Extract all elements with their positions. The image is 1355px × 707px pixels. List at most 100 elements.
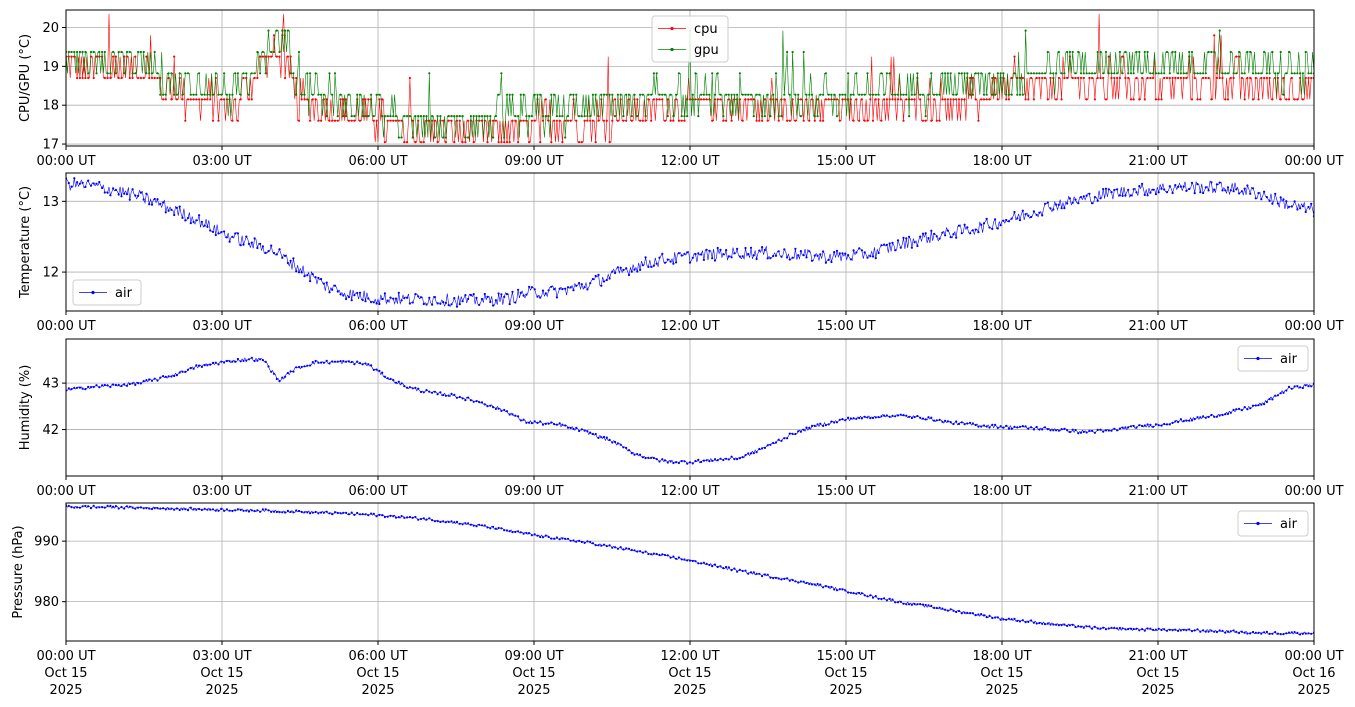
- data-point: [500, 141, 503, 144]
- data-point: [514, 301, 517, 304]
- data-point: [1110, 429, 1113, 432]
- data-point: [1290, 631, 1293, 634]
- data-point: [345, 115, 348, 118]
- data-point: [145, 72, 148, 75]
- data-point: [1038, 621, 1041, 625]
- data-point: [697, 458, 700, 461]
- data-point: [666, 98, 669, 101]
- data-point: [963, 223, 966, 226]
- data-point: [988, 614, 991, 618]
- data-point: [819, 253, 822, 256]
- data-point: [328, 362, 331, 365]
- data-point: [672, 461, 675, 465]
- data-point: [852, 249, 855, 252]
- data-point: [999, 425, 1002, 428]
- data-point: [1138, 50, 1141, 54]
- data-point: [519, 419, 522, 422]
- data-point: [849, 258, 853, 261]
- data-point: [1177, 185, 1180, 188]
- data-point: [894, 601, 897, 604]
- data-point: [117, 383, 120, 387]
- data-point: [1041, 622, 1044, 625]
- data-point: [705, 248, 708, 251]
- data-point: [971, 422, 975, 425]
- data-point: [500, 527, 503, 530]
- data-point: [112, 55, 115, 58]
- data-point: [797, 581, 800, 584]
- data-point: [1005, 618, 1008, 621]
- data-point: [794, 119, 797, 122]
- data-point: [1152, 188, 1155, 191]
- data-point: [761, 119, 764, 122]
- data-point: [164, 98, 167, 101]
- data-point: [1154, 193, 1157, 196]
- data-point: [691, 559, 694, 563]
- data-point: [98, 386, 101, 389]
- data-point: [933, 419, 936, 422]
- data-point: [439, 302, 442, 305]
- data-point: [1113, 626, 1116, 630]
- data-point: [303, 98, 306, 101]
- data-point: [114, 55, 117, 58]
- data-point: [1007, 427, 1011, 430]
- data-point: [1074, 76, 1077, 80]
- data-point: [652, 98, 656, 101]
- data-point: [511, 93, 514, 96]
- data-point: [239, 360, 242, 363]
- data-point: [1204, 76, 1207, 80]
- data-point: [1235, 55, 1238, 58]
- data-point: [1254, 197, 1257, 200]
- data-point: [211, 93, 215, 96]
- data-point: [1243, 631, 1246, 634]
- data-point: [1068, 197, 1071, 200]
- data-point: [683, 460, 686, 463]
- data-point: [880, 598, 883, 601]
- data-point: [267, 29, 270, 32]
- data-point: [700, 562, 703, 565]
- data-point: [517, 115, 520, 118]
- data-point: [955, 93, 958, 96]
- data-point: [253, 76, 256, 80]
- data-point: [1179, 629, 1182, 632]
- data-point: [1116, 188, 1119, 191]
- data-point: [1226, 412, 1230, 415]
- data-point: [805, 581, 808, 585]
- data-point: [386, 377, 389, 380]
- data-point: [217, 363, 220, 366]
- data-point: [713, 93, 717, 96]
- data-point: [871, 596, 875, 599]
- data-point: [289, 72, 292, 75]
- data-point: [1296, 98, 1299, 101]
- data-point: [87, 179, 90, 182]
- data-point: [888, 72, 891, 75]
- data-point: [1046, 98, 1049, 101]
- data-point: [716, 459, 719, 462]
- data-point: [1282, 633, 1285, 636]
- data-point: [1257, 404, 1260, 407]
- data-point: [200, 98, 203, 101]
- data-point: [112, 383, 115, 386]
- data-point: [639, 550, 642, 553]
- data-point: [883, 98, 886, 101]
- data-point: [1199, 416, 1202, 419]
- data-point: [541, 423, 545, 426]
- data-point: [883, 597, 886, 600]
- data-point: [322, 511, 325, 514]
- data-point: [281, 256, 284, 259]
- data-point: [533, 93, 536, 96]
- data-point: [1263, 403, 1266, 406]
- data-point: [206, 225, 209, 228]
- data-point: [447, 119, 450, 122]
- data-point: [874, 416, 877, 419]
- data-point: [101, 186, 104, 190]
- data-point: [1285, 72, 1288, 75]
- data-point: [544, 422, 547, 425]
- data-point: [641, 119, 645, 122]
- data-point: [578, 141, 581, 144]
- data-point: [231, 360, 234, 363]
- data-point: [375, 119, 378, 122]
- data-point: [736, 570, 739, 573]
- data-point: [267, 55, 270, 58]
- data-point: [178, 508, 181, 512]
